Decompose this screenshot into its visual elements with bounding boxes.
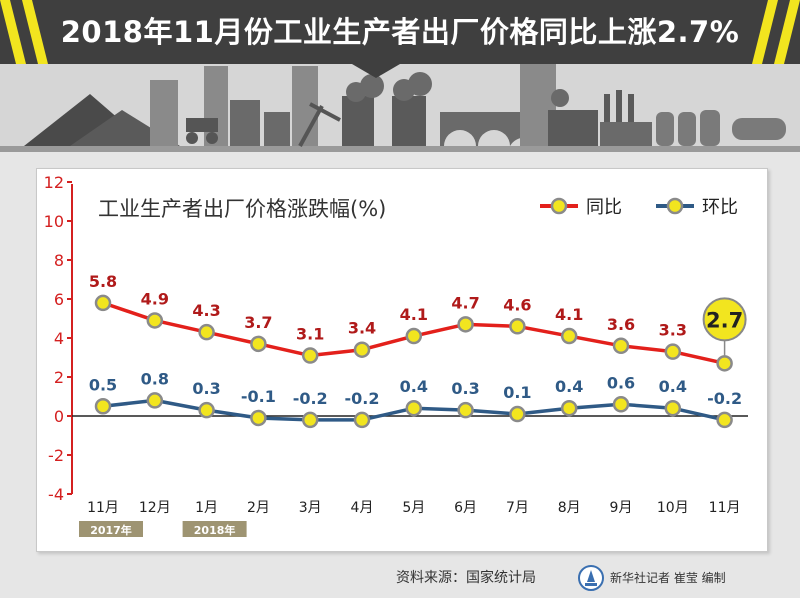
- y-tick-label: 10: [44, 212, 64, 231]
- x-tick-label: 11月: [87, 500, 119, 516]
- highlight-value-label: 2.7: [706, 308, 743, 332]
- data-label: -0.2: [293, 389, 328, 408]
- y-tick-label: -4: [48, 485, 64, 504]
- data-label: 4.3: [192, 301, 220, 320]
- x-tick-label: 8月: [558, 500, 581, 516]
- data-point: [560, 399, 578, 417]
- stripe-decoration-left: [0, 0, 48, 64]
- title-banner: 2018年11月份工业生产者出厂价格同比上涨2.7%: [0, 0, 800, 64]
- data-label: 3.4: [348, 319, 376, 338]
- data-point: [353, 341, 371, 358]
- legend-swatch-marker: [550, 197, 568, 215]
- data-point: [198, 323, 215, 341]
- y-tick-label: 2: [54, 368, 64, 387]
- year-tag-box: [182, 521, 247, 537]
- data-label: 3.1: [296, 325, 324, 344]
- y-tick-label: -2: [48, 446, 64, 465]
- data-label: 5.8: [89, 272, 117, 291]
- data-point: [94, 398, 112, 415]
- data-label: 0.3: [192, 379, 220, 398]
- author-credit: 新华社记者 崔莹 编制: [610, 571, 726, 585]
- data-point: [198, 401, 215, 419]
- page-title: 2018年11月份工业生产者出厂价格同比上涨2.7%: [60, 15, 740, 49]
- y-tick-label: 4: [54, 329, 64, 348]
- legend-swatch-marker: [666, 197, 684, 215]
- x-tick-label: 10月: [657, 500, 689, 516]
- data-label: -0.2: [707, 389, 742, 408]
- data-label: 4.9: [141, 289, 169, 308]
- data-label: 3.7: [244, 313, 272, 332]
- y-tick-label: 0: [54, 407, 64, 426]
- x-tick-label: 4月: [351, 500, 374, 516]
- data-label: -0.1: [241, 387, 276, 406]
- highlight-bubble: [702, 297, 747, 342]
- data-point: [301, 347, 319, 364]
- data-point: [509, 405, 526, 423]
- y-tick-label: 6: [54, 290, 64, 309]
- legend-label: 同比: [586, 197, 622, 218]
- data-point: [457, 316, 474, 333]
- data-point: [405, 399, 423, 417]
- legend-label: 环比: [702, 197, 738, 218]
- year-tag-label: 2017年: [90, 523, 132, 537]
- data-point: [405, 327, 423, 345]
- data-point: [250, 335, 267, 353]
- data-label: 3.3: [659, 321, 687, 340]
- data-source: 资料来源：国家统计局: [396, 570, 536, 586]
- data-point: [146, 312, 164, 329]
- x-tick-label: 11月: [709, 500, 741, 516]
- data-label: 0.8: [141, 369, 169, 388]
- x-tick-label: 7月: [506, 500, 529, 516]
- chart-title: 工业生产者出厂价格涨跌幅(%): [98, 197, 386, 221]
- data-point: [716, 355, 733, 372]
- data-label: 0.6: [607, 373, 635, 392]
- data-point: [509, 318, 526, 335]
- x-tick-label: 5月: [402, 500, 425, 516]
- data-point: [146, 392, 164, 409]
- data-label: 4.1: [400, 305, 428, 324]
- data-point: [94, 294, 112, 312]
- stripe-decoration-right: [752, 0, 800, 64]
- data-label: 0.5: [89, 375, 117, 394]
- data-label: 0.4: [400, 377, 428, 396]
- banner-pointer: [352, 64, 400, 78]
- data-label: 4.6: [503, 295, 531, 314]
- industrial-skyline: [0, 62, 800, 152]
- data-point: [664, 343, 682, 360]
- legend: 同比 环比: [540, 197, 738, 218]
- x-tick-label: 1月: [195, 500, 218, 516]
- y-tick-label: 12: [44, 173, 64, 192]
- x-tick-label: 6月: [454, 500, 477, 516]
- data-label: 0.4: [659, 377, 687, 396]
- xinhua-logo-icon: [578, 565, 604, 591]
- data-label: 0.1: [503, 383, 531, 402]
- x-tick-label: 12月: [139, 500, 171, 516]
- data-point: [353, 411, 371, 429]
- data-point: [560, 327, 578, 345]
- data-point: [716, 411, 733, 429]
- data-point: [301, 411, 319, 429]
- data-point: [664, 399, 682, 417]
- x-tick-label: 9月: [610, 500, 633, 516]
- chart-panel: [36, 168, 768, 552]
- data-point: [250, 409, 267, 427]
- y-tick-label: 8: [54, 251, 64, 270]
- data-label: 3.6: [607, 315, 635, 334]
- data-label: -0.2: [345, 389, 380, 408]
- data-label: 0.3: [451, 379, 479, 398]
- data-point: [612, 337, 630, 355]
- year-tag-label: 2018年: [194, 523, 236, 537]
- data-point: [612, 396, 630, 413]
- x-tick-label: 3月: [299, 500, 322, 516]
- data-label: 4.7: [451, 293, 479, 312]
- data-label: 4.1: [555, 305, 583, 324]
- data-label: 0.4: [555, 377, 583, 396]
- x-tick-label: 2月: [247, 500, 270, 516]
- data-point: [457, 401, 474, 419]
- year-tag-box: [79, 521, 143, 537]
